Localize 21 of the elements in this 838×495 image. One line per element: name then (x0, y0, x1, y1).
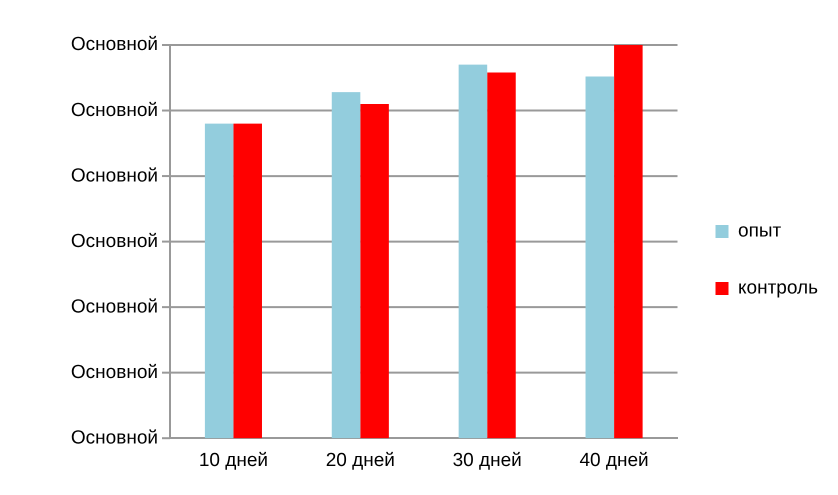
x-tick-label: 30 дней (452, 450, 522, 471)
text: Основной (70, 230, 158, 252)
text: Основной (70, 362, 158, 383)
legend-label: опыт (738, 220, 782, 242)
bar (458, 64, 488, 438)
text: Основной (70, 34, 158, 56)
bar (487, 72, 516, 438)
bar (360, 104, 389, 438)
text: Основной (70, 100, 158, 121)
bar (614, 45, 643, 438)
bar (233, 124, 262, 438)
text: Основной (70, 165, 158, 186)
text: Основной (70, 427, 158, 448)
bar (332, 92, 360, 438)
bar (586, 76, 614, 438)
text: Основной (70, 296, 158, 318)
bar (204, 124, 234, 438)
x-tick-label: 20 дней (326, 450, 395, 471)
x-tick-label: 10 дней (198, 450, 268, 471)
legend-label: контроль (738, 278, 818, 299)
x-tick-label: 40 дней (579, 450, 649, 471)
